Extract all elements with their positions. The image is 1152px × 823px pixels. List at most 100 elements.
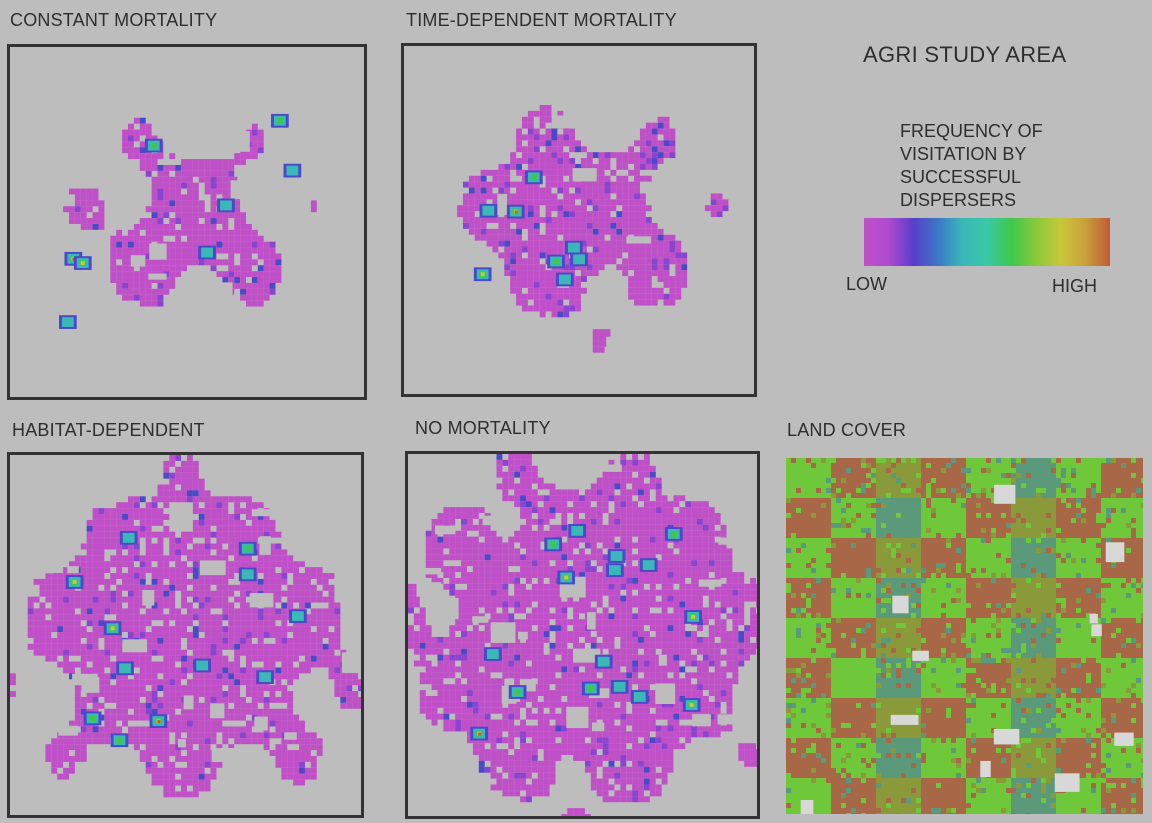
map-cell [521, 199, 528, 206]
map-cell [122, 614, 128, 621]
map-cell [726, 583, 733, 590]
map-cell [533, 205, 540, 212]
map-cell [133, 247, 140, 254]
map-cell [580, 187, 587, 194]
map-cell [128, 241, 134, 248]
map-cell [502, 483, 509, 490]
map-cell [175, 537, 182, 544]
map-cell [492, 234, 499, 241]
map-cell [520, 654, 526, 661]
map-cell [322, 626, 329, 633]
map-cell [710, 211, 717, 218]
map-cell [110, 602, 117, 609]
map-cell [608, 536, 615, 543]
map-cell [620, 636, 627, 643]
map-cell [139, 673, 146, 680]
map-cell [139, 241, 146, 248]
map-cell [419, 619, 426, 626]
map-cell [669, 252, 676, 259]
map-cell [543, 690, 550, 696]
map-cell [634, 140, 640, 147]
map-cell [98, 626, 105, 633]
map-cell [663, 140, 670, 147]
map-cell [293, 573, 300, 579]
map-cell [702, 672, 709, 679]
map-cell [287, 590, 294, 597]
map-cell [643, 536, 650, 543]
map-cell [169, 785, 176, 792]
map-cell [645, 163, 652, 170]
map-cell [449, 672, 456, 679]
map-cell [51, 643, 58, 650]
map-cell [240, 679, 246, 686]
study-area-title: AGRI STUDY AREA [863, 42, 1067, 67]
map-hole [471, 286, 499, 300]
map-cell [592, 228, 599, 235]
map-cell [86, 567, 93, 574]
map-cell [490, 684, 497, 691]
map-cell [139, 649, 146, 656]
map-cell [520, 483, 526, 490]
map-cell [551, 146, 558, 153]
map-cell [116, 282, 123, 289]
map-cell [145, 738, 152, 745]
map-cell [496, 471, 503, 478]
map-cell [655, 625, 662, 632]
map-cell [468, 228, 475, 235]
map-cell [437, 701, 444, 708]
map-cell [425, 648, 432, 655]
map-cell [92, 590, 99, 597]
map-cell [697, 536, 703, 543]
map-cell [110, 667, 117, 674]
map-cell [116, 508, 123, 515]
map-cell [157, 602, 164, 609]
map-hole [566, 85, 579, 102]
map-hotspot [241, 569, 254, 580]
map-cell [516, 258, 522, 265]
map-cell [328, 649, 335, 656]
map-cell [604, 158, 611, 164]
map-cell [555, 631, 562, 637]
map-cell [634, 287, 640, 294]
map-cell [549, 601, 556, 608]
map-cell [122, 288, 128, 295]
map-cell [216, 549, 223, 556]
map-cell [579, 548, 585, 555]
map-cell [169, 773, 176, 780]
map-cell [86, 632, 93, 638]
map-cell [484, 666, 491, 673]
map-cell [240, 584, 246, 591]
map-cell [527, 305, 534, 312]
map-cell [443, 507, 450, 514]
map-cell [10, 673, 16, 680]
map-cell [222, 218, 229, 224]
map-cell [490, 607, 497, 614]
map-cell [661, 636, 668, 643]
map-cell [234, 702, 241, 709]
map-cell [569, 199, 576, 206]
map-cell [679, 589, 686, 596]
map-cell [234, 626, 241, 633]
map-cell [537, 518, 544, 525]
map-cell [204, 649, 211, 656]
map-cell [596, 695, 603, 702]
map-cell [157, 176, 164, 183]
map-cell [98, 543, 105, 550]
map-hole [606, 336, 627, 357]
map-cell [620, 583, 627, 590]
map-cell [472, 666, 479, 673]
map-cell [714, 560, 721, 567]
map-cell [537, 619, 544, 626]
map-cell [543, 518, 550, 525]
map-cell [655, 507, 662, 514]
map-cell [584, 695, 591, 702]
map-cell [702, 684, 709, 691]
map-cell [508, 495, 515, 502]
map-cell [86, 614, 93, 621]
map-cell [413, 648, 420, 655]
map-cell [661, 495, 668, 502]
map-cell [573, 560, 580, 567]
map-cell [216, 649, 223, 656]
map-cell [498, 222, 505, 229]
map-cell [163, 460, 170, 467]
